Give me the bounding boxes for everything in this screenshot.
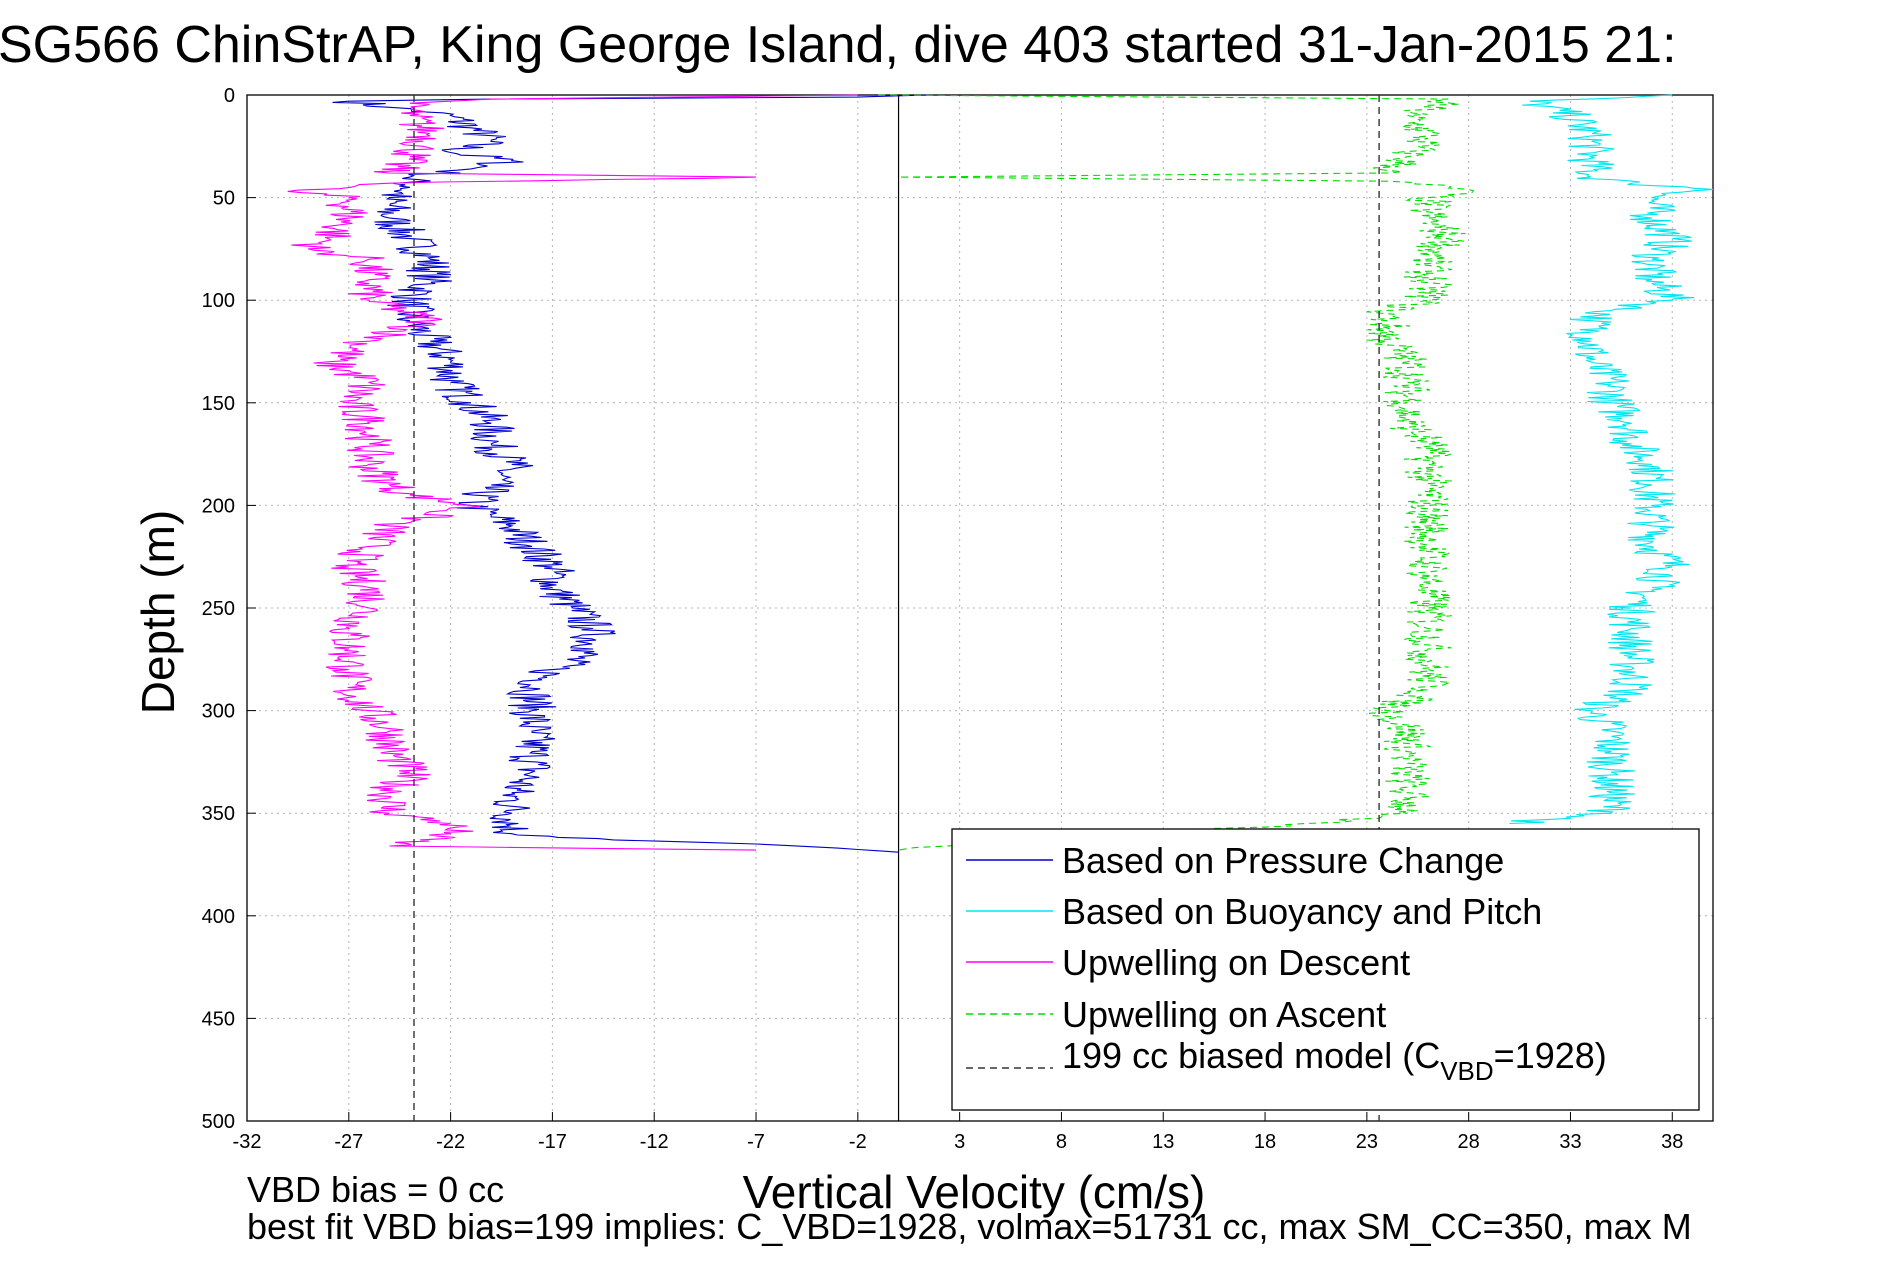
y-tick-label: 450 — [202, 1008, 235, 1030]
y-tick-label: 300 — [202, 701, 235, 723]
note-vbd-bias: VBD bias = 0 cc — [247, 1169, 504, 1210]
x-axis-ticks: -32 -27 -22 -17 -12 -7 -2 3 8 13 18 23 28 33 38 — [233, 1112, 1683, 1153]
x-tick-label: -12 — [640, 1131, 669, 1153]
x-tick-label: -2 — [849, 1131, 867, 1153]
x-tick-label: 33 — [1559, 1131, 1581, 1153]
legend-label-descent: Upwelling on Descent — [1062, 942, 1410, 983]
series-pressure-change — [332, 94, 930, 853]
series-buoyancy-pitch — [1509, 94, 1714, 825]
chart-title: SG566 ChinStrAP, King George Island, div… — [0, 16, 1677, 74]
x-tick-label: 38 — [1661, 1131, 1683, 1153]
legend-label-biased-model: 199 cc biased model (CVBD=1928) — [1062, 1035, 1607, 1086]
series-upwelling-descent — [287, 94, 858, 851]
x-tick-label: -17 — [538, 1131, 567, 1153]
x-tick-label: -32 — [233, 1131, 262, 1153]
x-tick-label: -27 — [334, 1131, 363, 1153]
legend-box — [951, 828, 1700, 1111]
legend-label-pressure: Based on Pressure Change — [1062, 840, 1504, 881]
x-tick-label: 3 — [954, 1131, 965, 1153]
x-tick-label: 13 — [1152, 1131, 1174, 1153]
series-upwelling-ascent — [878, 94, 1475, 851]
legend-label-biased-model-main: 199 cc biased model (C — [1062, 1035, 1440, 1076]
x-tick-label: -7 — [747, 1131, 765, 1153]
x-tick-label: -22 — [436, 1131, 465, 1153]
y-tick-label: 400 — [202, 906, 235, 928]
y-tick-label: 0 — [224, 85, 235, 107]
legend-label-biased-model-sub: VBD — [1440, 1056, 1493, 1086]
y-tick-label: 150 — [202, 393, 235, 415]
y-tick-label: 100 — [202, 290, 235, 312]
y-axis-label: Depth (m) — [132, 510, 184, 714]
y-tick-label: 350 — [202, 803, 235, 825]
x-tick-label: 23 — [1356, 1131, 1378, 1153]
y-tick-label: 250 — [202, 598, 235, 620]
legend: Based on Pressure Change Based on Buoyan… — [951, 828, 1700, 1111]
legend-label-biased-model-tail: =1928) — [1494, 1035, 1607, 1076]
legend-label-buoyancy: Based on Buoyancy and Pitch — [1062, 891, 1542, 932]
legend-label-ascent: Upwelling on Ascent — [1062, 994, 1386, 1035]
x-tick-label: 18 — [1254, 1131, 1276, 1153]
x-tick-label: 28 — [1458, 1131, 1480, 1153]
y-tick-label: 50 — [213, 188, 235, 210]
y-tick-label: 500 — [202, 1111, 235, 1133]
note-best-fit: best fit VBD bias=199 implies: C_VBD=192… — [247, 1206, 1692, 1247]
x-tick-label: 8 — [1056, 1131, 1067, 1153]
y-axis-ticks: 0 50 100 150 200 250 300 350 400 450 500 — [202, 85, 256, 1133]
x-axis-label: Vertical Velocity (cm/s) — [743, 1166, 1206, 1218]
y-tick-label: 200 — [202, 495, 235, 517]
